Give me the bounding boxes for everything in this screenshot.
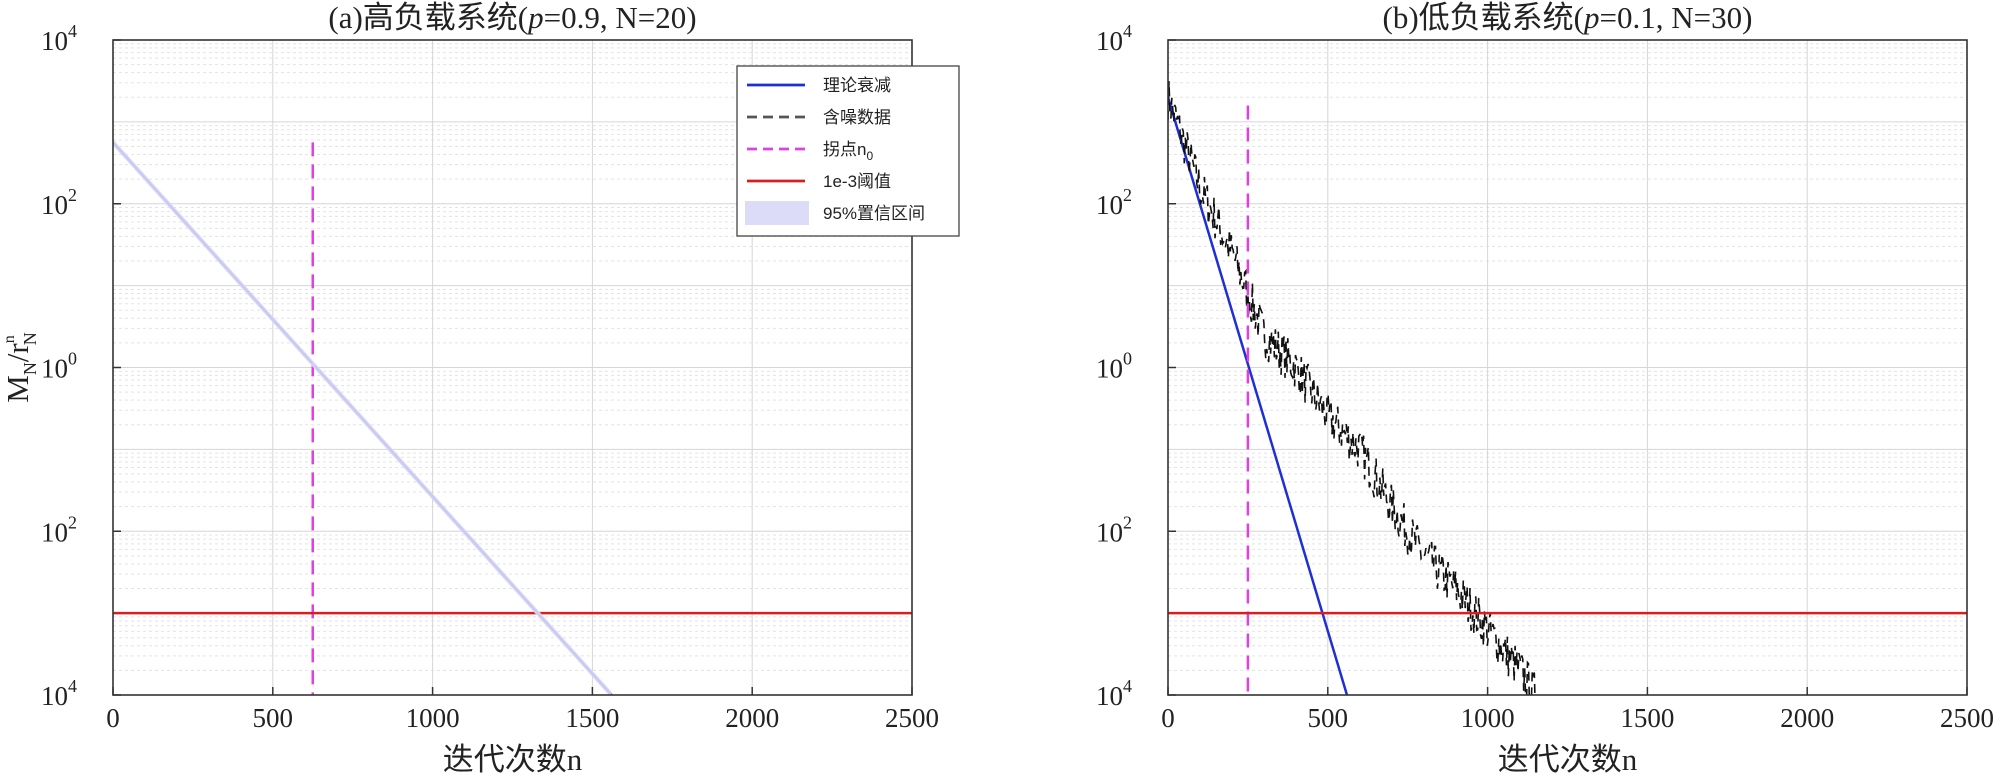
y-tick-label: 102 <box>1096 185 1132 220</box>
y-tick-label: 100 <box>1096 349 1132 384</box>
x-axis-label: 迭代次数n <box>1498 742 1638 775</box>
x-tick-label: 2000 <box>725 703 779 733</box>
x-tick-label: 1500 <box>1620 703 1674 733</box>
x-tick-label: 0 <box>106 703 120 733</box>
x-tick-label: 1500 <box>565 703 619 733</box>
chart-panel-a: 0 500 1000 1500 2000 2500 104 102 100 102 104 (a)高负… <box>0 0 960 775</box>
chart-title: (b)低负载系统(p=0.1, N=30) <box>1383 0 1753 35</box>
x-tick-label: 0 <box>1161 703 1175 733</box>
x-tick-label: 500 <box>253 703 294 733</box>
y-tick-label: 104 <box>1096 21 1132 56</box>
legend-label: 拐点n0 <box>823 140 873 163</box>
x-tick-label: 1000 <box>406 703 460 733</box>
x-tick-label: 2500 <box>1940 703 1994 733</box>
chart-title: (a)高负载系统(p=0.9, N=20) <box>328 0 696 35</box>
legend-label: 95%置信区间 <box>823 204 925 223</box>
plot-area <box>1168 81 1967 695</box>
theory-decay-line <box>1168 96 1349 695</box>
legend-label: 理论衰减 <box>823 76 891 95</box>
legend-label: 1e-3阈值 <box>823 172 891 191</box>
x-tick-label: 2500 <box>885 703 939 733</box>
y-tick-label: 104 <box>41 21 77 56</box>
legend-label: 含噪数据 <box>823 108 891 127</box>
y-tick-label: 102 <box>41 185 77 220</box>
x-tick-label: 500 <box>1308 703 1349 733</box>
x-axis-label: 迭代次数n <box>443 742 583 775</box>
noisy-data-line <box>1168 81 1536 695</box>
y-tick-label: 104 <box>41 676 77 711</box>
plot-area <box>113 139 912 695</box>
confidence-band <box>113 139 612 695</box>
x-tick-label: 1000 <box>1461 703 1515 733</box>
legend-swatch-band <box>745 201 809 225</box>
y-tick-label: 104 <box>1096 676 1132 711</box>
y-tick-label: 102 <box>1096 512 1132 547</box>
y-axis-label: MN/rn N <box>0 332 40 403</box>
x-tick-label: 2000 <box>1780 703 1834 733</box>
y-tick-label: 100 <box>41 349 77 384</box>
chart-panel-b: 0 500 1000 1500 2000 2500 104 102 100 102 104 (b)低负… <box>1096 0 1994 775</box>
y-tick-label: 102 <box>41 512 77 547</box>
